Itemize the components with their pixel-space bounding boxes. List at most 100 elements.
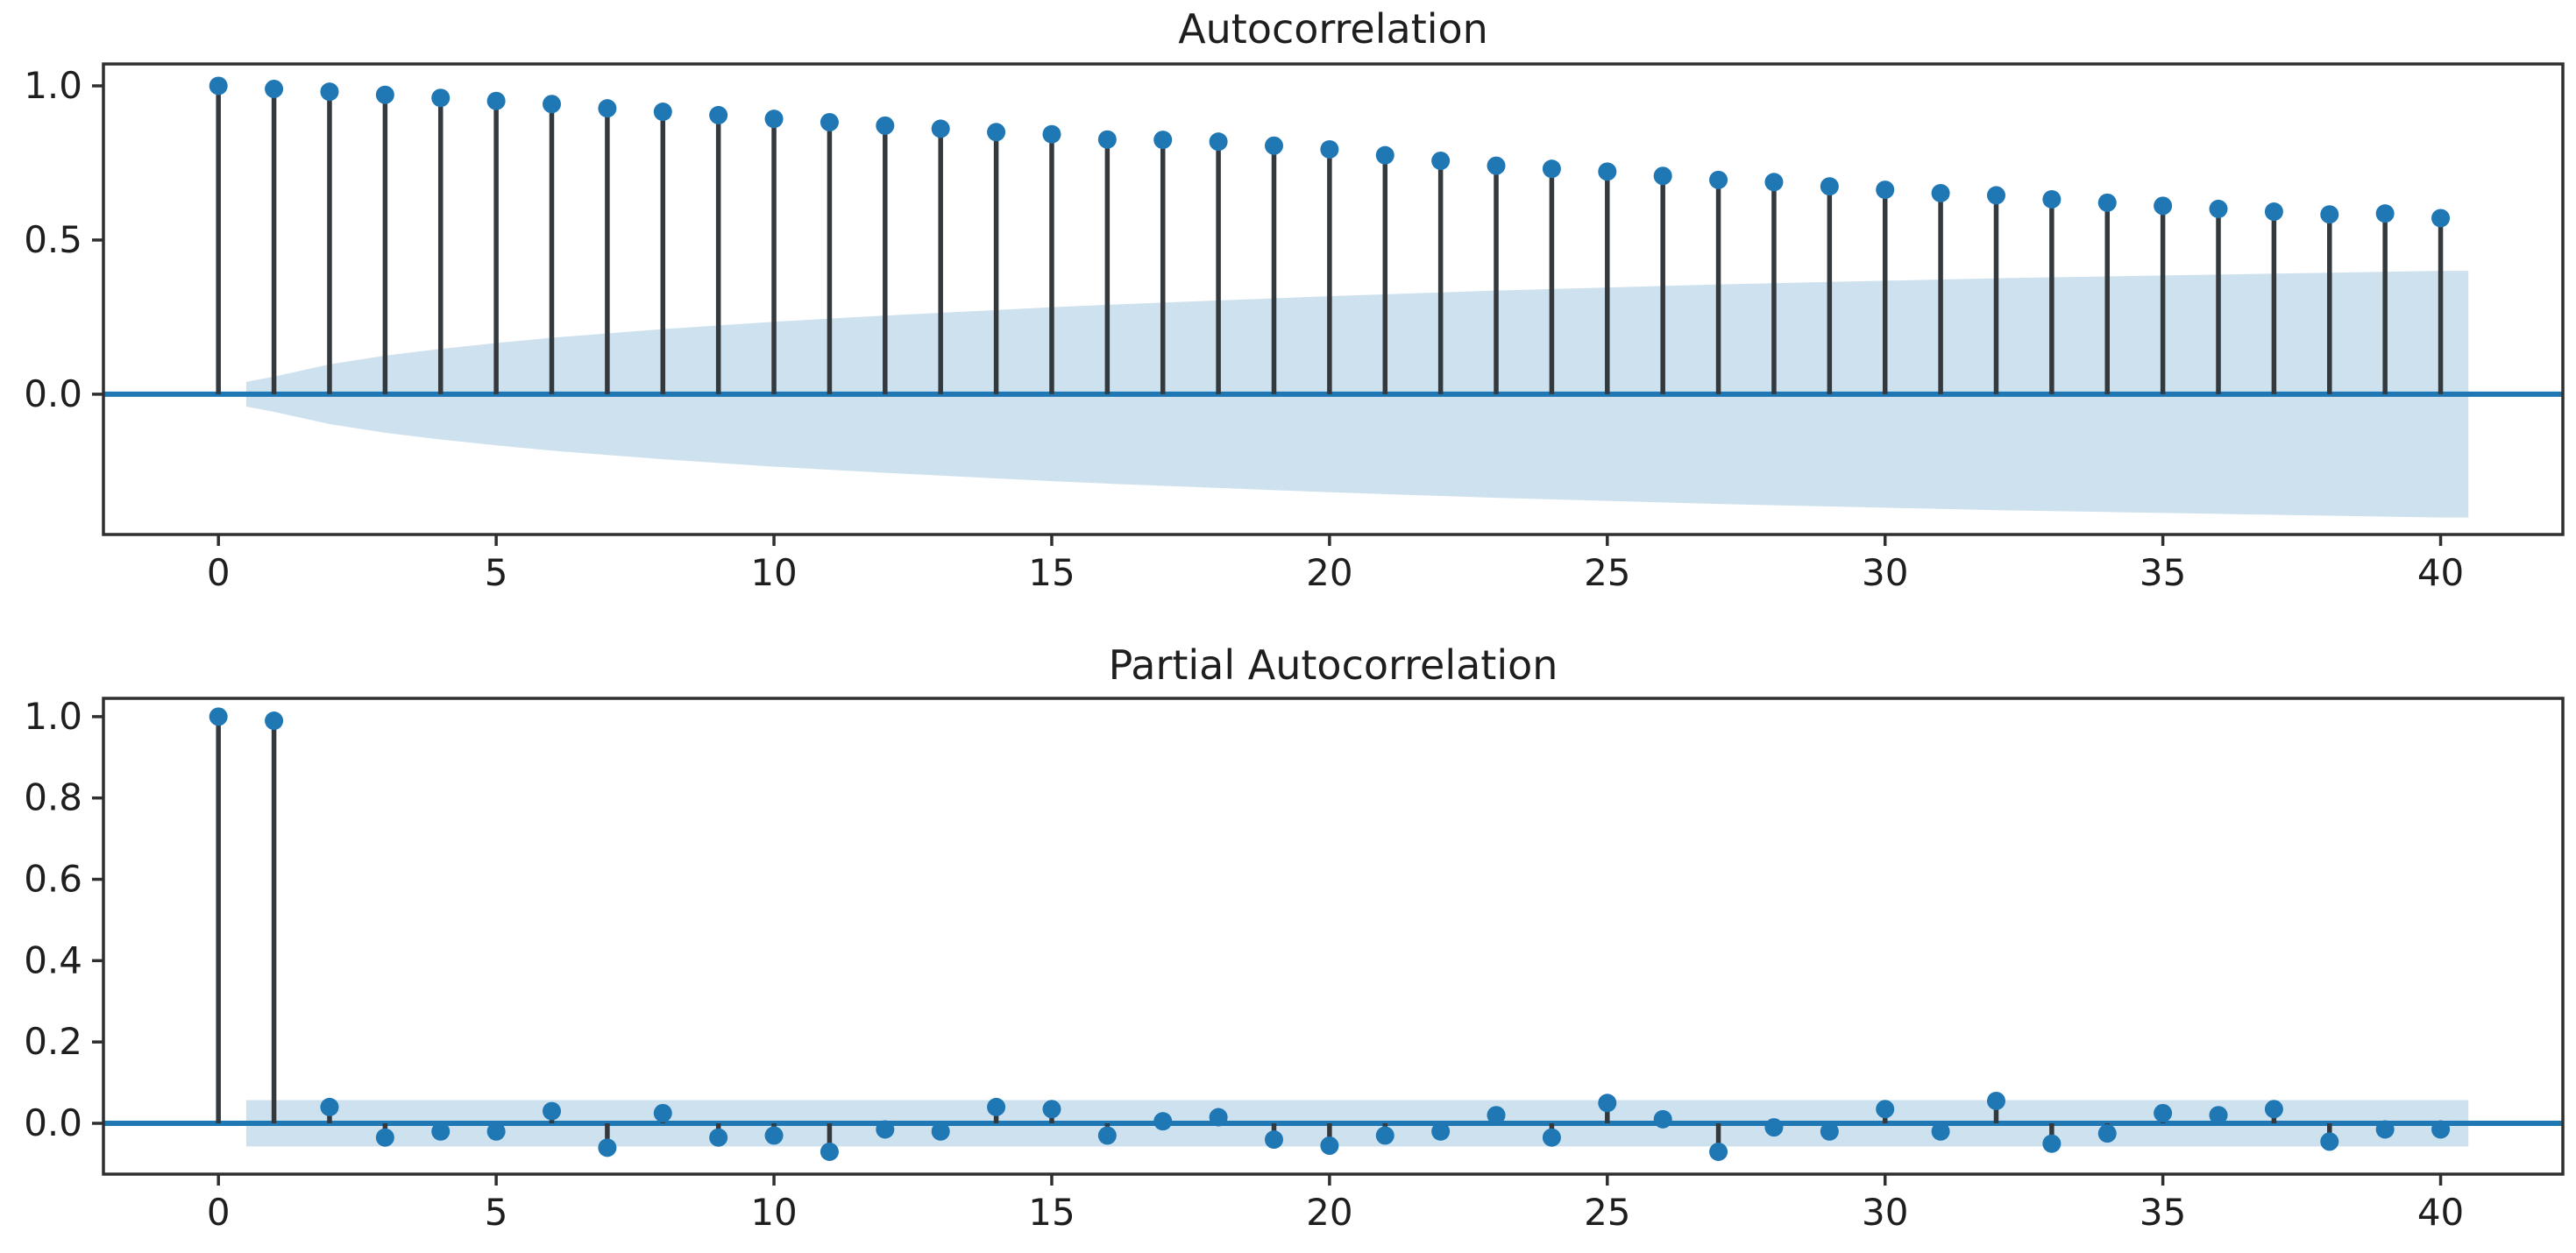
- pacf-x-tick-label: 30: [1862, 1191, 1908, 1234]
- pacf-marker-lag-39: [2375, 1120, 2395, 1139]
- acf-x-tick-label: 25: [1584, 551, 1630, 594]
- pacf-marker-lag-6: [543, 1101, 562, 1121]
- pacf-x-tick-label: 25: [1584, 1191, 1630, 1234]
- pacf-y-tick-label: 0.4: [24, 938, 82, 981]
- pacf-marker-lag-0: [209, 707, 228, 726]
- pacf-markers: [209, 707, 2451, 1161]
- pacf-marker-lag-33: [2042, 1134, 2062, 1153]
- acf-marker-lag-12: [876, 116, 895, 135]
- acf-y-axis: 0.0 0.5 1.0: [24, 64, 103, 415]
- pacf-y-tick-label: 1.0: [24, 695, 82, 738]
- acf-marker-lag-6: [543, 95, 562, 114]
- pacf-marker-lag-23: [1487, 1106, 1506, 1125]
- pacf-marker-lag-28: [1764, 1118, 1784, 1137]
- acf-x-tick-label: 20: [1306, 551, 1352, 594]
- acf-x-tick-label: 0: [207, 551, 231, 594]
- pacf-marker-lag-15: [1042, 1100, 1061, 1119]
- acf-marker-lag-21: [1375, 145, 1394, 165]
- pacf-y-tick-label: 0.0: [24, 1101, 82, 1144]
- acf-title: Autocorrelation: [1178, 5, 1488, 53]
- pacf-marker-lag-12: [876, 1120, 895, 1139]
- acf-x-tick-label: 10: [750, 551, 797, 594]
- pacf-marker-lag-11: [820, 1142, 839, 1161]
- acf-marker-lag-33: [2042, 189, 2062, 209]
- pacf-marker-lag-29: [1820, 1122, 1839, 1141]
- acf-marker-lag-28: [1764, 173, 1784, 192]
- pacf-x-tick-label: 0: [207, 1191, 231, 1234]
- acf-marker-lag-24: [1542, 159, 1561, 179]
- pacf-marker-lag-4: [431, 1122, 451, 1141]
- acf-marker-lag-34: [2097, 193, 2117, 212]
- acf-marker-lag-40: [2431, 209, 2451, 228]
- acf-marker-lag-22: [1431, 151, 1451, 170]
- pacf-marker-lag-8: [653, 1103, 672, 1122]
- acf-marker-lag-19: [1264, 136, 1283, 155]
- acf-marker-lag-8: [653, 103, 672, 122]
- acf-marker-lag-17: [1153, 131, 1173, 150]
- pacf-marker-lag-40: [2431, 1120, 2451, 1139]
- acf-x-axis: 0 5 10 15 20 25 30 35 40: [207, 534, 2464, 594]
- pacf-x-tick-label: 5: [485, 1191, 508, 1234]
- pacf-x-tick-label: 20: [1306, 1191, 1352, 1234]
- pacf-x-axis: 0 5 10 15 20 25 30 35 40: [207, 1174, 2464, 1234]
- acf-marker-lag-32: [1986, 186, 2005, 205]
- pacf-marker-lag-7: [598, 1138, 617, 1157]
- pacf-axes-spines: [102, 697, 2565, 1176]
- acf-marker-lag-9: [709, 105, 728, 124]
- acf-axes-spines: [102, 62, 2565, 536]
- acf-marker-lag-30: [1876, 181, 1895, 200]
- pacf-x-tick-label: 15: [1028, 1191, 1075, 1234]
- pacf-x-tick-label: 40: [2417, 1191, 2464, 1234]
- pacf-marker-lag-2: [320, 1097, 339, 1116]
- acf-marker-lag-25: [1598, 162, 1617, 181]
- acf-x-tick-label: 40: [2417, 551, 2464, 594]
- pacf-marker-lag-3: [375, 1128, 394, 1147]
- acf-marker-lag-1: [265, 80, 284, 99]
- pacf-title: Partial Autocorrelation: [1109, 641, 1558, 689]
- acf-marker-lag-31: [1931, 183, 1950, 202]
- pacf-marker-lag-9: [709, 1128, 728, 1147]
- acf-y-tick-label: 1.0: [24, 64, 82, 107]
- acf-marker-lag-26: [1653, 166, 1672, 186]
- pacf-marker-lag-24: [1542, 1128, 1561, 1147]
- pacf-marker-lag-35: [2154, 1103, 2173, 1122]
- pacf-marker-lag-38: [2320, 1132, 2339, 1151]
- acf-marker-lag-13: [931, 119, 950, 138]
- pacf-y-axis: 0.0 0.2 0.4 0.6 0.8 1.0: [24, 695, 103, 1144]
- pacf-marker-lag-10: [764, 1126, 784, 1145]
- acf-marker-lag-11: [820, 113, 839, 132]
- pacf-marker-lag-34: [2097, 1124, 2117, 1143]
- acf-marker-lag-29: [1820, 177, 1839, 196]
- acf-x-tick-label: 15: [1028, 551, 1075, 594]
- pacf-marker-lag-36: [2209, 1106, 2228, 1125]
- acf-marker-lag-16: [1097, 130, 1117, 149]
- acf-y-tick-label: 0.5: [24, 218, 82, 261]
- pacf-marker-lag-1: [265, 711, 284, 731]
- pacf-marker-lag-32: [1986, 1091, 2005, 1110]
- acf-marker-lag-38: [2320, 205, 2339, 224]
- pacf-marker-lag-14: [987, 1097, 1006, 1116]
- acf-panel: 0 5 10 15 20 25 30 35 40 0.0 0.5 1.0 Autocorrelation: [24, 5, 2565, 594]
- acf-y-tick-label: 0.0: [24, 372, 82, 415]
- pacf-marker-lag-25: [1598, 1094, 1617, 1113]
- pacf-y-tick-label: 0.8: [24, 776, 82, 819]
- acf-x-tick-label: 5: [485, 551, 508, 594]
- pacf-marker-lag-16: [1097, 1126, 1117, 1145]
- acf-marker-lag-2: [320, 82, 339, 102]
- pacf-marker-lag-31: [1931, 1122, 1950, 1141]
- pacf-x-tick-label: 35: [2140, 1191, 2186, 1234]
- acf-marker-lag-5: [486, 91, 506, 110]
- pacf-axes-background: [103, 698, 2563, 1174]
- pacf-marker-lag-22: [1431, 1122, 1451, 1141]
- acf-marker-lag-27: [1709, 170, 1728, 189]
- acf-marker-lag-7: [598, 99, 617, 118]
- acf-marker-lag-3: [375, 85, 394, 104]
- pacf-marker-lag-5: [486, 1122, 506, 1141]
- acf-marker-lag-0: [209, 76, 228, 96]
- pacf-marker-lag-18: [1209, 1108, 1228, 1127]
- acf-marker-lag-37: [2264, 202, 2283, 222]
- pacf-marker-lag-26: [1653, 1109, 1672, 1129]
- pacf-y-tick-label: 0.2: [24, 1020, 82, 1063]
